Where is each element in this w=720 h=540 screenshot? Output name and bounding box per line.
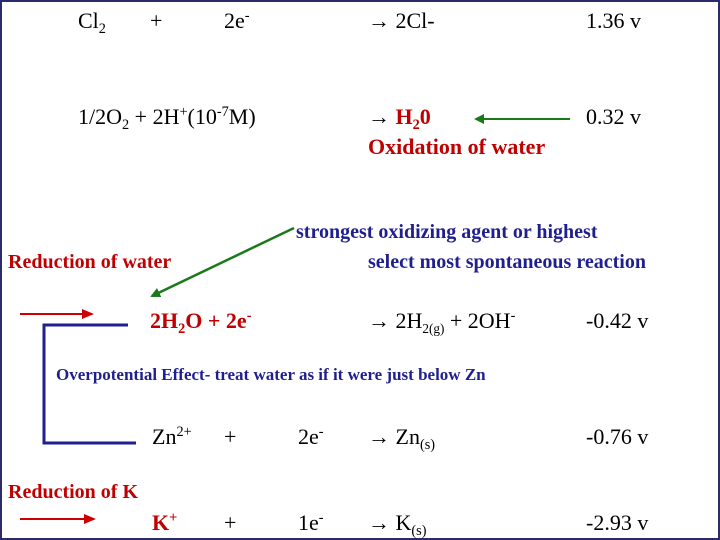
spontaneous-reaction-note: select most spontaneous reaction: [368, 251, 646, 273]
water-product: → 2H2(g) + 2OH-: [368, 308, 516, 336]
potassium-potential: -2.93 v: [586, 510, 649, 535]
cl2-product: → 2Cl-: [368, 8, 435, 33]
oxygen-product: → H20: [368, 104, 431, 133]
strongest-oxidizing-note: strongest oxidizing agent or highest: [296, 221, 598, 243]
reduction-of-water-label: Reduction of water: [8, 251, 172, 273]
oxygen-potential: 0.32 v: [586, 104, 641, 129]
green-diagonal-arrow-icon: [150, 226, 295, 298]
cl2-potential: 1.36 v: [586, 8, 641, 33]
zinc-electrons: 2e-: [298, 424, 324, 449]
potassium-electrons: 1e-: [298, 510, 324, 535]
zinc-reactant: Zn2+: [152, 424, 192, 449]
water-potential: -0.42 v: [586, 308, 649, 333]
zinc-product: → Zn(s): [368, 424, 436, 453]
potassium-reactant: K+: [152, 510, 178, 535]
reduction-of-k-label: Reduction of K: [8, 481, 138, 503]
potassium-product: → K(s): [368, 510, 427, 539]
zinc-plus: +: [224, 424, 237, 449]
potassium-plus: +: [224, 510, 237, 535]
zinc-potential: -0.76 v: [586, 424, 649, 449]
cl2-electrons: 2e-: [224, 8, 250, 33]
oxygen-reactant: 1/2O2 + 2H+(10-7M): [78, 104, 256, 133]
cl2-plus: +: [150, 8, 163, 33]
overpotential-note: Overpotential Effect- treat water as if …: [56, 365, 486, 384]
bracket-connector: [42, 323, 136, 445]
cl2-reactant: Cl2: [78, 8, 106, 37]
oxidation-of-water-note: Oxidation of water: [368, 134, 546, 159]
water-reactant: 2H2O + 2e-: [150, 308, 252, 337]
